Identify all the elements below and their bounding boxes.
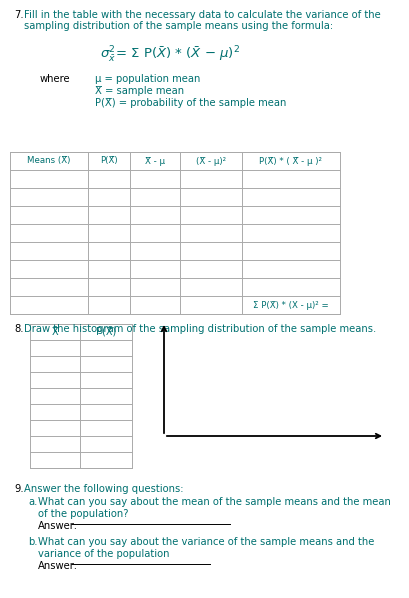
Text: Answer:: Answer: (38, 561, 78, 571)
Text: where: where (40, 74, 70, 84)
Text: of the population?: of the population? (38, 509, 128, 519)
Text: 7.: 7. (14, 10, 24, 20)
Text: X̅ - μ: X̅ - μ (145, 157, 164, 166)
Text: X̅ = sample mean: X̅ = sample mean (95, 86, 184, 96)
Text: 8.: 8. (14, 324, 23, 334)
Bar (10, 152, 339, 314)
Text: (X̅ - μ)²: (X̅ - μ)² (196, 157, 225, 166)
Text: $\sigma^2_{\bar{x}}$= $\Sigma$ P($\bar{X}$) * ($\bar{X}$ $-$ $\mu$)$^2$: $\sigma^2_{\bar{x}}$= $\Sigma$ P($\bar{X… (100, 44, 239, 64)
Text: P(X̅) = probability of the sample mean: P(X̅) = probability of the sample mean (95, 98, 285, 108)
Text: Answer the following questions:: Answer the following questions: (24, 484, 183, 494)
Text: P(X̅): P(X̅) (100, 157, 117, 166)
Bar (30, 324, 132, 468)
Text: Answer:: Answer: (38, 521, 78, 531)
Text: b.: b. (28, 537, 37, 547)
Text: a.: a. (28, 497, 37, 507)
Text: P(X̅) * ( X̅ - μ )²: P(X̅) * ( X̅ - μ )² (259, 157, 322, 166)
Text: P(X̅): P(X̅) (96, 327, 116, 337)
Text: Means (X̅): Means (X̅) (27, 157, 70, 166)
Text: What can you say about the variance of the sample means and the: What can you say about the variance of t… (38, 537, 373, 547)
Text: variance of the population: variance of the population (38, 549, 169, 559)
Text: Draw the histogram of the sampling distribution of the sample means.: Draw the histogram of the sampling distr… (24, 324, 375, 334)
Text: Fill in the table with the necessary data to calculate the variance of the: Fill in the table with the necessary dat… (24, 10, 380, 20)
Text: sampling distribution of the sample means using the formula:: sampling distribution of the sample mean… (24, 21, 333, 31)
Text: X̅: X̅ (52, 327, 58, 337)
Text: 9.: 9. (14, 484, 24, 494)
Text: What can you say about the mean of the sample means and the mean: What can you say about the mean of the s… (38, 497, 390, 507)
Text: μ = population mean: μ = population mean (95, 74, 200, 84)
Text: Σ P(X̅) * (X - μ)² =: Σ P(X̅) * (X - μ)² = (252, 301, 328, 310)
